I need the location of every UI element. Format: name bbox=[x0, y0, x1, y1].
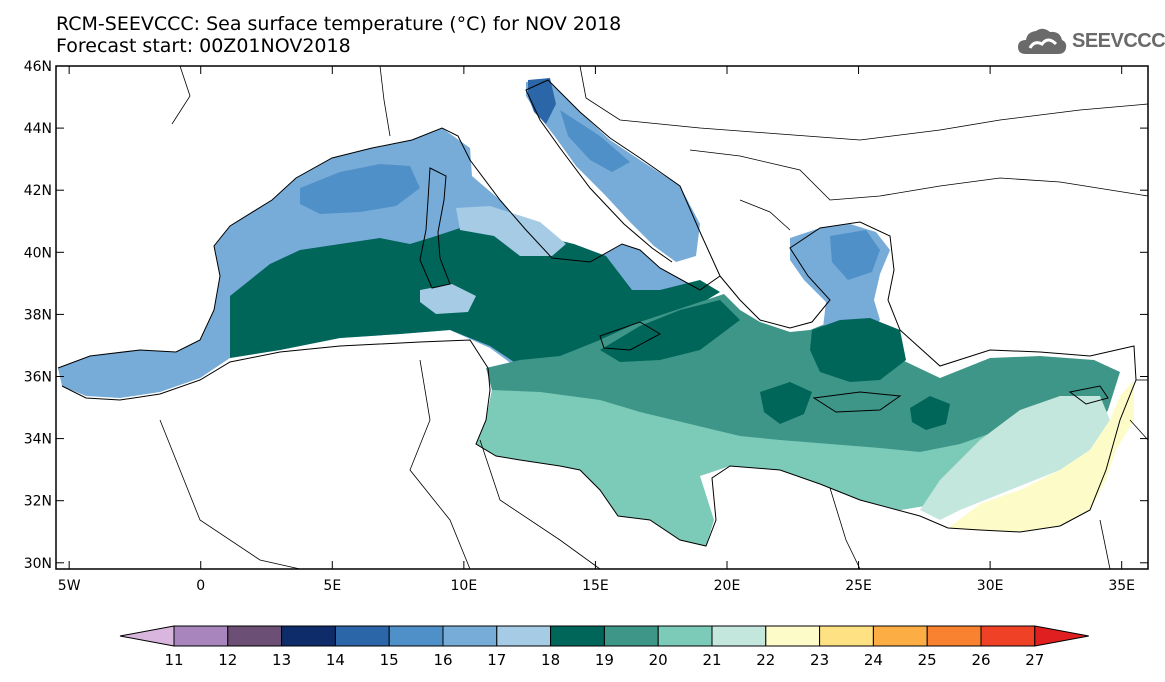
colorbar-swatch bbox=[550, 625, 605, 647]
colorbar-label: 24 bbox=[864, 651, 883, 669]
coastline-crete bbox=[812, 391, 902, 413]
colorbar-swatch bbox=[334, 625, 390, 647]
lat-tick-label: 46N bbox=[24, 59, 52, 75]
colorbar-swatch bbox=[819, 625, 874, 647]
colorbar-label: 23 bbox=[810, 651, 829, 669]
colorbar-swatch bbox=[657, 625, 713, 647]
logo-text: SEEVCCC bbox=[1072, 29, 1165, 52]
colorbar-label: 21 bbox=[702, 651, 721, 669]
colorbar-label: 22 bbox=[756, 651, 775, 669]
lon-tick-label: 5W bbox=[58, 578, 81, 594]
lat-tick-label: 38N bbox=[24, 307, 52, 323]
colorbar-label: 11 bbox=[164, 651, 183, 669]
ligurian-darker bbox=[300, 164, 420, 214]
colorbar-label: 15 bbox=[380, 651, 399, 669]
lon-tick-label: 0 bbox=[196, 578, 205, 594]
colorbar-label: 20 bbox=[649, 651, 668, 669]
northern-adriatic-cold bbox=[528, 78, 556, 124]
colorbar-swatch bbox=[388, 625, 444, 647]
cretan-passage-dark bbox=[760, 382, 812, 424]
country-borders bbox=[159, 65, 1149, 570]
cloud-logo-icon bbox=[1018, 28, 1067, 54]
lon-tick-label: 20E bbox=[714, 578, 741, 594]
colorbar-label: 13 bbox=[272, 651, 291, 669]
colorbar: 11 12 13 14 15 16 17 18 19 20 21 22 23 24 25 26 27 bbox=[119, 625, 1089, 669]
coastlines bbox=[57, 79, 1137, 547]
lat-tick-label: 40N bbox=[24, 245, 52, 261]
colorbar-label: 25 bbox=[918, 651, 937, 669]
coastline-sicily bbox=[599, 321, 662, 351]
colorbar-label: 12 bbox=[218, 651, 237, 669]
colorbar-swatch bbox=[711, 625, 767, 647]
lon-tick-label: 30E bbox=[977, 578, 1004, 594]
aegean-north-dark bbox=[830, 230, 880, 280]
lat-tick-label: 30N bbox=[24, 556, 52, 572]
colorbar-swatch bbox=[603, 625, 659, 647]
colorbar-label: 18 bbox=[541, 651, 560, 669]
colorbar-label: 16 bbox=[433, 651, 452, 669]
sst-field bbox=[58, 78, 1134, 546]
coastline-corsica-sardinia bbox=[419, 167, 451, 289]
lat-tick-label: 36N bbox=[24, 369, 52, 385]
sardinia-west-pale bbox=[420, 284, 476, 314]
adriatic-mid-dark bbox=[560, 110, 630, 172]
colorbar-label: 17 bbox=[487, 651, 506, 669]
east-pale-band bbox=[920, 396, 1110, 520]
colorbar-overflow bbox=[1034, 625, 1089, 647]
colorbar-underflow bbox=[119, 625, 175, 647]
colorbar-swatch bbox=[980, 625, 1036, 647]
lon-tick-label: 15E bbox=[582, 578, 609, 594]
colorbar-swatch bbox=[227, 625, 283, 647]
seevccc-logo: SEEVCCC bbox=[1016, 22, 1165, 60]
lon-tick-label: 35E bbox=[1108, 578, 1135, 594]
rhodes-gyre-dark bbox=[910, 396, 950, 430]
south-aegean-warm bbox=[810, 318, 906, 382]
colorbar-label: 14 bbox=[326, 651, 345, 669]
colorbar-swatch bbox=[926, 625, 982, 647]
colorbar-label: 27 bbox=[1025, 651, 1044, 669]
coastline-north bbox=[57, 79, 721, 369]
colorbar-swatch bbox=[872, 625, 928, 647]
colorbar-swatch bbox=[496, 625, 552, 647]
lon-tick-label: 25E bbox=[845, 578, 872, 594]
colorbar-label: 19 bbox=[595, 651, 614, 669]
ionian-warm-core bbox=[600, 300, 740, 362]
map-title: RCM-SEEVCCC: Sea surface temperature (°C… bbox=[56, 13, 622, 35]
lat-tick-label: 44N bbox=[24, 121, 52, 137]
lat-tick-label: 42N bbox=[24, 183, 52, 199]
colorbar-swatch bbox=[765, 625, 821, 647]
coastline-south bbox=[61, 339, 1061, 547]
lon-tick-label: 5E bbox=[323, 578, 341, 594]
axis-ticks: 5W 0 5E 10E 15E 20E 25E 30E 35E 30N 32N 34N 36N 38N 40… bbox=[24, 59, 1148, 594]
coastline-cyprus bbox=[1068, 385, 1109, 405]
coastline-greece-turkey bbox=[719, 221, 1137, 527]
colorbar-swatch bbox=[281, 625, 336, 647]
map-frame bbox=[55, 65, 1149, 570]
colorbar-swatch bbox=[173, 625, 229, 647]
levantine-warmest bbox=[948, 380, 1134, 532]
colorbar-swatch bbox=[442, 625, 498, 647]
central-light bbox=[476, 390, 1100, 546]
map-subtitle: Forecast start: 00Z01NOV2018 bbox=[56, 35, 351, 57]
lon-tick-label: 10E bbox=[451, 578, 478, 594]
lat-tick-label: 32N bbox=[24, 494, 52, 510]
lat-tick-label: 34N bbox=[24, 432, 52, 448]
colorbar-label: 26 bbox=[971, 651, 990, 669]
